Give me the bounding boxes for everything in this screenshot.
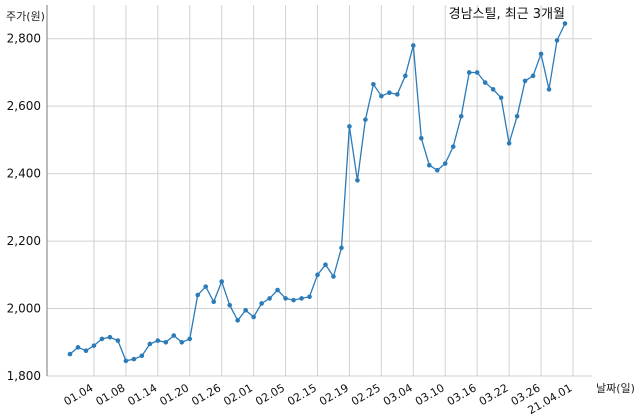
data-point [67, 351, 73, 357]
data-point [355, 178, 360, 183]
data-point [323, 262, 328, 268]
x-tick-label: 03.10 [413, 381, 447, 408]
data-point [251, 314, 256, 320]
y-tick-label: 1,800 [7, 369, 41, 383]
data-point [490, 87, 496, 92]
data-point [123, 358, 129, 364]
data-point [219, 279, 224, 284]
gridlines [47, 5, 592, 377]
data-point [267, 296, 272, 301]
data-point [411, 43, 416, 48]
data-point [83, 348, 89, 354]
data-point [331, 274, 336, 279]
data-point [554, 38, 560, 43]
data-point [418, 135, 424, 141]
x-axis-ticks: 01.0401.0801.1401.2001.2602.0102.0502.15… [62, 381, 575, 417]
y-axis-label: 주가(원) [6, 10, 45, 23]
data-point [546, 87, 552, 92]
data-point [426, 162, 432, 168]
x-tick-label: 01.14 [126, 381, 160, 408]
data-point [442, 161, 448, 166]
x-tick-label: 02.25 [349, 381, 383, 408]
data-point [195, 292, 201, 298]
x-tick-label: 01.26 [189, 381, 223, 408]
data-point [299, 296, 304, 301]
data-point [115, 338, 121, 343]
x-tick-label: 02.19 [317, 381, 351, 408]
data-point [171, 333, 177, 338]
x-tick-label: 02.15 [285, 381, 319, 408]
data-point [466, 70, 472, 75]
x-tick-label: 03.16 [445, 381, 479, 408]
data-point [243, 307, 248, 313]
data-point [403, 73, 408, 79]
data-point [387, 90, 392, 95]
chart-title: 경남스틸, 최근 3개월 [449, 7, 565, 22]
data-point [450, 144, 456, 149]
y-tick-label: 2,600 [7, 99, 41, 113]
y-tick-label: 2,000 [7, 302, 41, 316]
x-tick-label: 01.20 [157, 381, 191, 408]
x-tick-label: 02.05 [253, 381, 287, 408]
data-point [203, 284, 209, 289]
data-point [315, 272, 320, 278]
data-point [379, 93, 384, 99]
data-point [179, 339, 185, 345]
data-point [275, 287, 280, 293]
data-point [139, 353, 145, 359]
x-tick-label: 01.04 [62, 381, 96, 408]
data-point [458, 114, 464, 119]
data-point [434, 167, 440, 173]
data-point [371, 81, 376, 87]
data-point [211, 299, 217, 305]
y-tick-label: 2,200 [7, 234, 41, 248]
data-point [522, 78, 528, 84]
data-point [474, 70, 480, 75]
y-axis-ticks: 1,800 2,000 2,200 2,400 2,600 2,800 [7, 32, 41, 383]
x-tick-label: 03.04 [381, 381, 415, 408]
data-point [482, 80, 488, 85]
data-point [147, 341, 153, 347]
data-point [155, 338, 161, 343]
x-tick-label: 01.08 [94, 381, 128, 408]
y-tick-label: 2,400 [7, 167, 41, 181]
data-point [339, 245, 344, 251]
data-point [187, 336, 193, 342]
data-point [99, 336, 105, 342]
data-point [107, 334, 113, 340]
x-tick-label: 03.22 [477, 381, 511, 408]
data-point [291, 297, 296, 303]
data-point [562, 21, 568, 26]
data-point [163, 339, 169, 345]
data-point [259, 301, 264, 306]
data-point [75, 345, 81, 350]
data-point [530, 73, 536, 79]
data-point [283, 296, 288, 301]
data-point [498, 95, 504, 101]
x-tick-label: 02.01 [221, 381, 255, 408]
data-point [514, 114, 520, 119]
y-tick-label: 2,800 [7, 32, 41, 46]
data-point [538, 51, 544, 57]
data-point [307, 294, 312, 300]
data-point [347, 124, 352, 129]
data-point [91, 343, 97, 348]
data-point [506, 140, 512, 146]
data-point [235, 318, 240, 323]
data-point [363, 117, 368, 122]
data-point [395, 92, 400, 97]
data-point [227, 302, 232, 308]
x-axis-label: 날짜(일) [596, 381, 635, 395]
price-series [67, 21, 568, 364]
data-point [131, 356, 137, 362]
